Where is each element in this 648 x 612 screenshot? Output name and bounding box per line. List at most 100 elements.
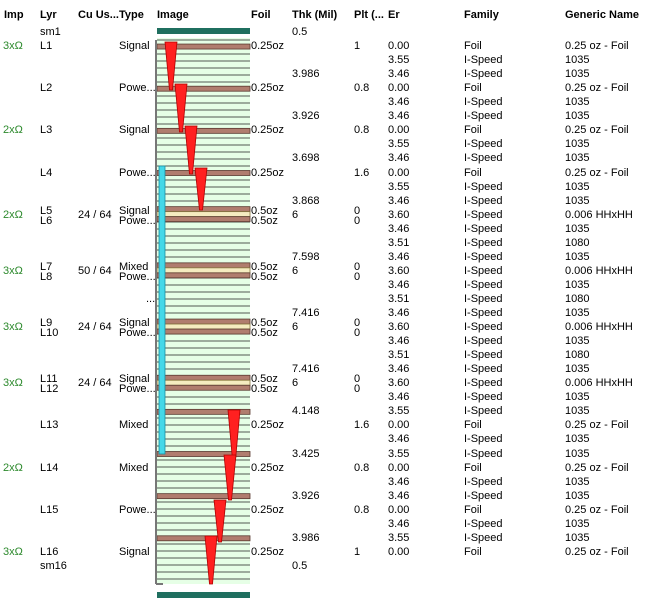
plating-cell[interactable]: 0.8 bbox=[354, 462, 370, 474]
er-cell[interactable]: 3.46 bbox=[388, 152, 410, 164]
er-cell[interactable]: 3.60 bbox=[388, 377, 410, 389]
lyr-cell-secondary[interactable]: L12 bbox=[40, 383, 59, 395]
foil-cell[interactable]: 0.25oz bbox=[251, 167, 285, 179]
generic-name-cell[interactable]: 1080 bbox=[565, 237, 590, 249]
foil-cell[interactable]: 0.25oz bbox=[251, 419, 285, 431]
cu-usage-cell[interactable]: 50 / 64 bbox=[78, 265, 112, 277]
er-cell[interactable]: 0.00 bbox=[388, 167, 410, 179]
family-cell[interactable]: I-Speed bbox=[464, 110, 503, 122]
layer-cell[interactable]: L3 bbox=[40, 124, 53, 136]
thickness-cell[interactable]: 4.148 bbox=[292, 405, 320, 417]
foil-cell-secondary[interactable]: 0.5oz bbox=[251, 215, 278, 227]
generic-name-cell[interactable]: 0.25 oz - Foil bbox=[565, 40, 629, 52]
family-cell[interactable]: I-Speed bbox=[464, 307, 503, 319]
thickness-cell[interactable]: 7.416 bbox=[292, 307, 320, 319]
plating-cell[interactable]: 1.6 bbox=[354, 419, 370, 431]
layer-cell[interactable]: L11 bbox=[40, 373, 58, 385]
family-cell[interactable]: Foil bbox=[464, 82, 482, 94]
type-cell[interactable]: Signal bbox=[119, 40, 150, 52]
impedance-cell[interactable]: 2xΩ bbox=[3, 209, 23, 221]
generic-name-cell[interactable]: 0.006 HHxHH bbox=[565, 321, 633, 333]
foil-cell[interactable]: 0.5oz bbox=[251, 205, 278, 217]
plt-cell-secondary[interactable]: 0 bbox=[354, 271, 361, 283]
type-cell[interactable]: Powe... bbox=[119, 167, 156, 179]
generic-name-cell[interactable]: 1035 bbox=[565, 518, 590, 530]
foil-cell[interactable]: 0.5oz bbox=[251, 317, 278, 329]
family-cell[interactable]: I-Speed bbox=[464, 279, 503, 291]
generic-name-cell[interactable]: 1035 bbox=[565, 68, 590, 80]
layer-cell[interactable]: L4 bbox=[40, 167, 53, 179]
er-cell[interactable]: 3.46 bbox=[388, 279, 410, 291]
family-cell[interactable]: I-Speed bbox=[464, 96, 503, 108]
type-cell-secondary[interactable]: Powe... bbox=[119, 215, 156, 227]
er-cell[interactable]: 3.55 bbox=[388, 54, 410, 66]
family-cell[interactable]: I-Speed bbox=[464, 377, 503, 389]
er-cell[interactable]: 3.46 bbox=[388, 110, 410, 122]
generic-name-cell[interactable]: 1035 bbox=[565, 279, 590, 291]
plating-cell[interactable]: 0.8 bbox=[354, 124, 370, 136]
generic-name-cell[interactable]: 1080 bbox=[565, 349, 590, 361]
family-cell[interactable]: I-Speed bbox=[464, 391, 503, 403]
lyr-cell-secondary[interactable]: L10 bbox=[40, 327, 59, 339]
plating-cell[interactable]: 0 bbox=[354, 261, 361, 273]
thickness-cell[interactable]: 6 bbox=[292, 265, 299, 277]
er-cell[interactable]: 0.00 bbox=[388, 462, 410, 474]
er-cell[interactable]: 3.60 bbox=[388, 321, 410, 333]
er-cell[interactable]: 3.60 bbox=[388, 265, 410, 277]
er-cell[interactable]: 3.55 bbox=[388, 405, 410, 417]
family-cell[interactable]: Foil bbox=[464, 419, 482, 431]
layer-cell[interactable]: L16 bbox=[40, 546, 59, 558]
header-thk[interactable]: Thk (Mil) bbox=[292, 9, 338, 21]
lyr-cell-secondary[interactable]: L6 bbox=[40, 215, 53, 227]
er-cell[interactable]: 3.51 bbox=[388, 237, 410, 249]
thickness-cell[interactable]: 3.986 bbox=[292, 68, 320, 80]
foil-cell[interactable]: 0.25oz bbox=[251, 462, 285, 474]
family-cell[interactable]: I-Speed bbox=[464, 405, 503, 417]
header-lyr[interactable]: Lyr bbox=[40, 9, 57, 21]
family-cell[interactable]: I-Speed bbox=[464, 335, 503, 347]
er-cell[interactable]: 3.46 bbox=[388, 307, 410, 319]
family-cell[interactable]: I-Speed bbox=[464, 433, 503, 445]
er-cell[interactable]: 0.00 bbox=[388, 419, 410, 431]
generic-name-cell[interactable]: 0.25 oz - Foil bbox=[565, 504, 629, 516]
er-cell[interactable]: 0.00 bbox=[388, 124, 410, 136]
family-cell[interactable]: Foil bbox=[464, 124, 482, 136]
generic-name-cell[interactable]: 0.006 HHxHH bbox=[565, 265, 633, 277]
foil-cell[interactable]: 0.25oz bbox=[251, 504, 285, 516]
generic-name-cell[interactable]: 0.25 oz - Foil bbox=[565, 82, 629, 94]
type-cell[interactable]: Powe... bbox=[119, 504, 156, 516]
cu-usage-cell[interactable]: 24 / 64 bbox=[78, 209, 112, 221]
er-cell[interactable]: 3.46 bbox=[388, 490, 410, 502]
generic-name-cell[interactable]: 1035 bbox=[565, 307, 590, 319]
family-cell[interactable]: I-Speed bbox=[464, 265, 503, 277]
foil-cell-secondary[interactable]: 0.5oz bbox=[251, 327, 278, 339]
family-cell[interactable]: I-Speed bbox=[464, 448, 503, 460]
type-cell-secondary[interactable]: Powe... bbox=[119, 271, 156, 283]
generic-name-cell[interactable]: 1035 bbox=[565, 405, 590, 417]
generic-name-cell[interactable]: 1035 bbox=[565, 152, 590, 164]
plating-cell[interactable]: 1.6 bbox=[354, 167, 370, 179]
plating-cell[interactable]: 0 bbox=[354, 205, 361, 217]
thickness-cell[interactable]: 3.926 bbox=[292, 110, 320, 122]
plt-cell-secondary[interactable]: 0 bbox=[354, 215, 361, 227]
generic-name-cell[interactable]: 1035 bbox=[565, 54, 590, 66]
thickness-cell[interactable]: 3.868 bbox=[292, 195, 320, 207]
foil-cell[interactable]: 0.25oz bbox=[251, 546, 285, 558]
thickness-cell[interactable]: 6 bbox=[292, 377, 299, 389]
cu-usage-cell[interactable]: 24 / 64 bbox=[78, 321, 112, 333]
family-cell[interactable]: I-Speed bbox=[464, 490, 503, 502]
layer-cell[interactable]: L9 bbox=[40, 317, 53, 329]
type-cell[interactable]: Signal bbox=[119, 205, 150, 217]
thickness-cell[interactable]: 3.926 bbox=[292, 490, 320, 502]
er-cell[interactable]: 3.46 bbox=[388, 363, 410, 375]
impedance-cell[interactable]: 3xΩ bbox=[3, 546, 23, 558]
generic-name-cell[interactable]: 1035 bbox=[565, 448, 590, 460]
family-cell[interactable]: Foil bbox=[464, 462, 482, 474]
header-image[interactable]: Image bbox=[157, 9, 189, 21]
generic-name-cell[interactable]: 1035 bbox=[565, 251, 590, 263]
type-cell[interactable]: Signal bbox=[119, 317, 150, 329]
layer-cell[interactable]: L1 bbox=[40, 40, 53, 52]
foil-cell[interactable]: 0.25oz bbox=[251, 40, 285, 52]
er-cell[interactable]: 3.55 bbox=[388, 138, 410, 150]
impedance-cell[interactable]: 3xΩ bbox=[3, 40, 23, 52]
